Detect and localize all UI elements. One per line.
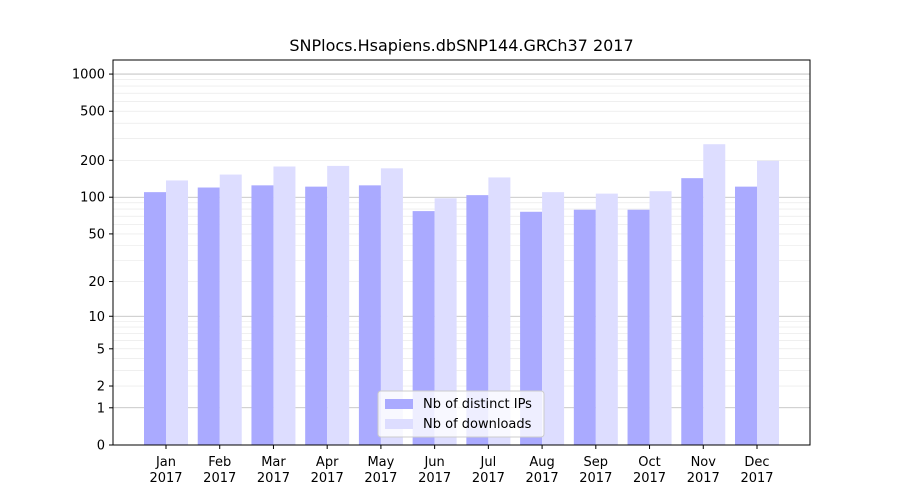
bar-distinct-ips xyxy=(627,209,650,445)
y-tick-label: 50 xyxy=(88,227,105,242)
x-tick-label-year: 2017 xyxy=(418,471,451,486)
y-tick-label: 500 xyxy=(80,105,105,120)
bar-distinct-ips xyxy=(305,186,328,445)
x-tick-label-month: Jul xyxy=(480,455,497,470)
x-tick-label-year: 2017 xyxy=(149,471,182,486)
y-tick-label: 0 xyxy=(97,439,105,454)
bar-downloads xyxy=(434,198,457,445)
bar-downloads xyxy=(595,193,618,445)
x-tick-label-month: Nov xyxy=(691,455,717,470)
bar-downloads xyxy=(380,168,403,445)
legend: Nb of distinct IPs Nb of downloads xyxy=(377,390,545,438)
bars xyxy=(144,144,779,446)
bar-downloads xyxy=(166,180,188,446)
x-tick-label-year: 2017 xyxy=(203,471,236,486)
bar-distinct-ips xyxy=(358,185,381,446)
x-tick-label-year: 2017 xyxy=(472,471,505,486)
chart-title: SNPlocs.Hsapiens.dbSNP144.GRCh37 2017 xyxy=(289,36,633,55)
bar-downloads xyxy=(327,165,350,446)
x-axis: Jan2017Feb2017Mar2017Apr2017May2017Jun20… xyxy=(149,445,774,486)
bar-distinct-ips xyxy=(573,209,596,445)
x-tick-label-month: Apr xyxy=(316,455,339,470)
x-tick-label-year: 2017 xyxy=(257,471,290,486)
x-tick-label-year: 2017 xyxy=(579,471,612,486)
bar-downloads xyxy=(488,177,511,445)
bar-distinct-ips xyxy=(466,195,489,445)
y-tick-label: 200 xyxy=(80,154,105,169)
x-tick-label-month: Mar xyxy=(261,455,286,470)
y-tick-label: 10 xyxy=(88,310,105,325)
y-tick-label: 100 xyxy=(80,191,105,206)
y-tick-label: 5 xyxy=(97,342,105,357)
legend-swatch-distinct-ips xyxy=(385,399,413,409)
x-tick-label-month: Jan xyxy=(155,455,176,470)
x-tick-label-month: Dec xyxy=(744,455,769,470)
bar-distinct-ips xyxy=(251,185,274,446)
plot-frame xyxy=(112,59,811,446)
x-tick-label-year: 2017 xyxy=(687,471,720,486)
x-tick-label-month: Sep xyxy=(584,455,609,470)
bar-distinct-ips xyxy=(197,187,220,446)
bar-downloads xyxy=(542,192,565,445)
x-tick-label-month: Oct xyxy=(638,455,660,470)
legend-box xyxy=(377,390,545,438)
x-tick-label-month: Jun xyxy=(423,455,444,470)
legend-label-distinct-ips: Nb of distinct IPs xyxy=(423,397,532,412)
x-tick-label-month: Aug xyxy=(529,455,554,470)
bar-distinct-ips xyxy=(412,211,435,445)
legend-label-downloads: Nb of downloads xyxy=(423,417,532,432)
y-tick-label: 1000 xyxy=(72,68,105,83)
y-tick-label: 20 xyxy=(88,275,105,290)
bar-distinct-ips xyxy=(520,211,543,445)
y-tick-label: 1 xyxy=(97,401,105,416)
bar-downloads xyxy=(219,174,242,446)
x-tick-label-month: May xyxy=(367,455,394,470)
bar-downloads xyxy=(757,160,779,445)
bar-downloads xyxy=(703,144,726,446)
y-tick-label: 2 xyxy=(97,380,105,395)
y-axis: 0 1 2 5 10 20 50 100 200 500 1000 xyxy=(72,68,113,454)
x-tick-label-year: 2017 xyxy=(526,471,559,486)
legend-swatch-downloads xyxy=(385,419,413,429)
x-tick-label-year: 2017 xyxy=(633,471,666,486)
bar-downloads xyxy=(273,166,296,446)
bar-distinct-ips xyxy=(144,192,166,445)
x-tick-label-month: Feb xyxy=(208,455,231,470)
x-tick-label-year: 2017 xyxy=(364,471,397,486)
x-tick-label-year: 2017 xyxy=(740,471,773,486)
bar-downloads xyxy=(649,191,672,445)
bar-distinct-ips xyxy=(735,186,757,445)
bar-distinct-ips xyxy=(681,178,704,445)
x-tick-label-year: 2017 xyxy=(311,471,344,486)
